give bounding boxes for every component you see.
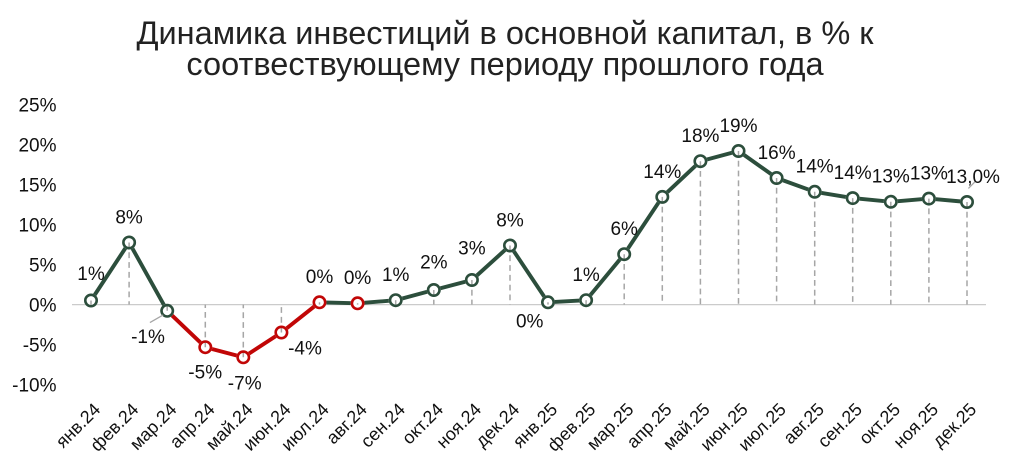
svg-text:-10%: -10% (12, 376, 56, 397)
svg-text:-7%: -7% (228, 373, 262, 394)
svg-text:19%: 19% (719, 116, 757, 137)
svg-text:1%: 1% (382, 265, 410, 286)
svg-text:-4%: -4% (288, 339, 322, 360)
svg-text:соотвествующему периоду прошло: соотвествующему периоду прошлого года (186, 46, 824, 82)
svg-text:14%: 14% (643, 162, 681, 183)
svg-text:10%: 10% (18, 216, 56, 237)
svg-text:1%: 1% (77, 264, 105, 285)
svg-text:0%: 0% (306, 267, 334, 288)
svg-text:1%: 1% (572, 265, 600, 286)
svg-text:-5%: -5% (23, 336, 57, 357)
svg-text:13%: 13% (872, 167, 910, 188)
svg-text:14%: 14% (796, 157, 834, 178)
svg-text:0%: 0% (516, 312, 544, 333)
svg-text:8%: 8% (115, 207, 143, 228)
svg-text:2%: 2% (420, 252, 448, 273)
svg-text:13%: 13% (910, 164, 948, 185)
svg-text:20%: 20% (18, 136, 56, 157)
svg-text:25%: 25% (18, 96, 56, 117)
svg-text:5%: 5% (29, 256, 57, 277)
svg-text:6%: 6% (610, 219, 638, 240)
svg-text:3%: 3% (458, 238, 486, 259)
svg-text:-1%: -1% (131, 327, 165, 348)
svg-text:8%: 8% (496, 210, 524, 231)
svg-text:14%: 14% (834, 163, 872, 184)
svg-text:16%: 16% (758, 143, 796, 164)
svg-text:13,0%: 13,0% (946, 167, 1000, 188)
svg-text:15%: 15% (18, 176, 56, 197)
svg-text:-5%: -5% (188, 363, 222, 384)
svg-text:0%: 0% (344, 268, 372, 289)
svg-text:0%: 0% (29, 296, 57, 317)
svg-text:Динамика инвестиций в основной: Динамика инвестиций в основной капитал, … (137, 15, 875, 51)
svg-text:18%: 18% (681, 126, 719, 147)
